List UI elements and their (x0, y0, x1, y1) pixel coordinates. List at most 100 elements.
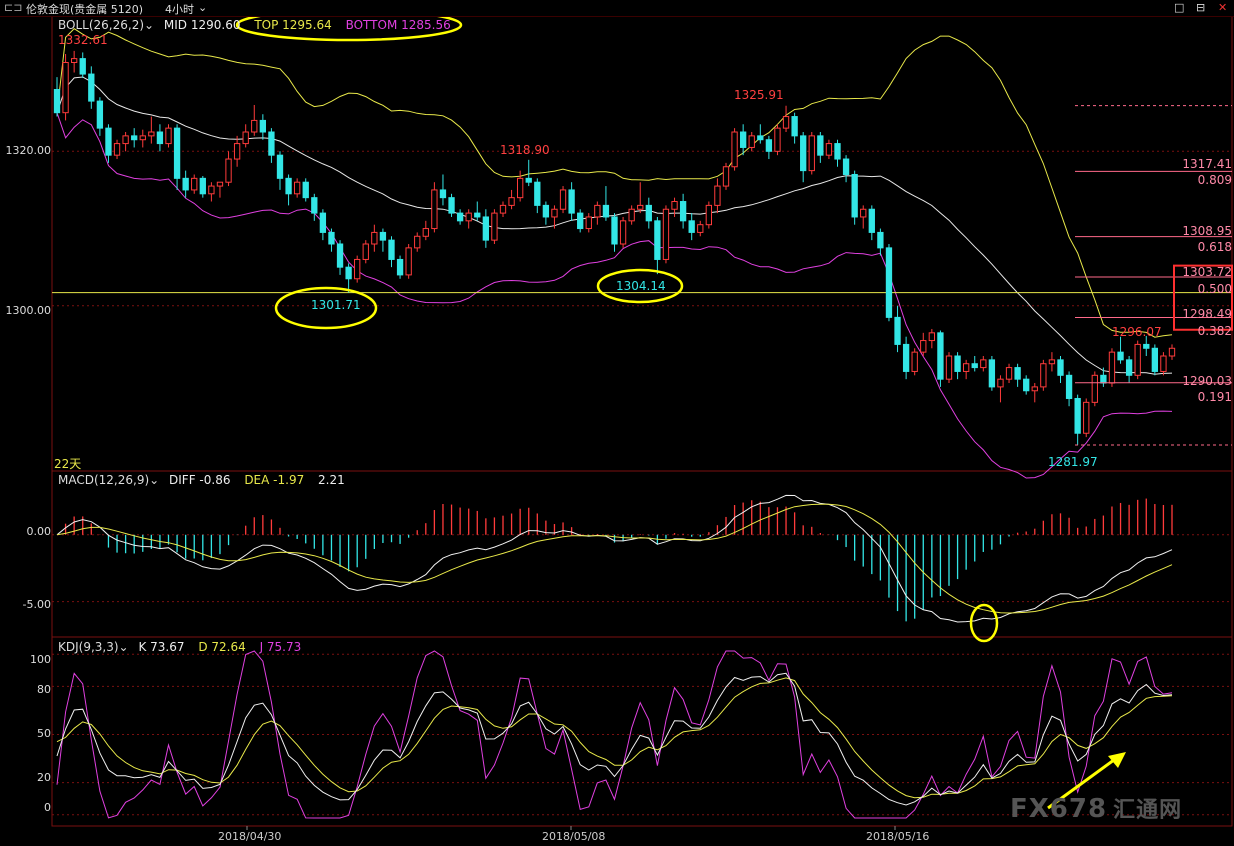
candle-body (1091, 374, 1098, 403)
candle-body (988, 359, 996, 388)
macd-dea-line (56, 503, 1173, 614)
restore-icon[interactable]: ⊟ (1196, 1, 1206, 14)
candle-body (1040, 363, 1047, 388)
kdj-d: D 72.64 (198, 640, 246, 654)
macd-diff-line (56, 494, 1173, 623)
candle-body (980, 359, 987, 369)
kdj-tick-0: 0 (44, 801, 51, 814)
candle-body (268, 131, 275, 156)
price-tick-1300: 1300.00 (5, 304, 52, 317)
candle-body (105, 127, 112, 156)
macd-name[interactable]: MACD(12,26,9) (58, 473, 150, 487)
candle-body (1074, 397, 1081, 434)
candle-body (131, 135, 138, 141)
candle-body (628, 208, 635, 222)
candle-body (156, 131, 164, 145)
candle-body (842, 158, 850, 175)
candle-body (1014, 367, 1021, 380)
macd-diff: DIFF -0.86 (169, 473, 231, 487)
candle-body (920, 340, 927, 353)
candle-body (568, 189, 575, 214)
period-selector[interactable]: 4小时 (165, 3, 194, 16)
close-icon[interactable]: ✕ (1218, 1, 1228, 14)
macd-dea: DEA -1.97 (244, 473, 305, 487)
candle-body (911, 351, 918, 372)
candle-body (722, 166, 730, 187)
kdj-tick-80: 80 (37, 683, 51, 696)
candle-body (645, 204, 652, 222)
candle-body (191, 177, 198, 191)
candle-body (499, 204, 507, 214)
candle-body (637, 204, 644, 210)
candle-body (551, 208, 558, 218)
candle-body (276, 154, 284, 179)
chevron-down-icon[interactable]: ⌄ (198, 1, 208, 14)
label-high-1: 1318.90 (500, 143, 550, 157)
candle-body (1065, 374, 1073, 399)
label-low-3: 1281.97 (1048, 455, 1098, 469)
kdj-header: KDJ(9,3,3)⌄ K 73.67 D 72.64 J 75.73 (58, 640, 311, 654)
maximize-icon[interactable]: □ (1174, 1, 1185, 14)
title-bar: ⊏⊐ 伦敦金现(贵金属 5120) 4小时 ⌄ □ ⊟ ✕ (0, 0, 1234, 17)
days-tag: 22天 (54, 457, 82, 471)
watermark: FX678 汇通网 (1010, 792, 1182, 824)
candle-body (456, 212, 464, 222)
instrument-title[interactable]: 伦敦金现(贵金属 5120) (26, 3, 144, 16)
kdj-name[interactable]: KDJ(9,3,3) (58, 640, 119, 654)
trend-arrow-shaft (1047, 755, 1119, 810)
label-low-1: 1301.71 (311, 298, 361, 312)
chevron-down-icon[interactable]: ⌄ (118, 640, 129, 654)
candle-body (602, 204, 610, 218)
candle-body (1143, 343, 1150, 349)
candle-body (70, 58, 78, 63)
date-tick-0516: 2018/05/16 (866, 830, 930, 843)
candle-body (782, 116, 790, 129)
candle-body (791, 116, 798, 137)
kdj-k-line (56, 672, 1173, 806)
candle-body (662, 208, 670, 260)
candle-body (122, 135, 129, 145)
candle-body (671, 201, 678, 210)
candle-body (954, 355, 961, 372)
candle-body (542, 204, 550, 218)
chevron-down-icon[interactable]: ⌄ (149, 473, 160, 487)
candle-body (928, 332, 936, 342)
candle-body (414, 235, 421, 249)
macd-tick-0: 0.00 (26, 525, 52, 538)
kdj-k: K 73.67 (138, 640, 185, 654)
candle-body (396, 258, 404, 276)
candle-body (293, 181, 301, 195)
fib-ratio-0191: 0.191 (1197, 390, 1232, 404)
candle-body (714, 185, 721, 206)
candle-body (1100, 374, 1107, 384)
candle-body (619, 220, 627, 245)
date-tick-0508: 2018/05/08 (542, 830, 606, 843)
candle-body (1005, 367, 1013, 380)
window-icon: ⊏⊐ (4, 1, 23, 14)
candle-body (148, 131, 155, 137)
boll-name[interactable]: BOLL(26,26,2) (58, 18, 145, 32)
candle-body (817, 135, 824, 156)
label-high-2: 1325.91 (734, 88, 784, 102)
candle-body (1151, 347, 1159, 372)
candle-body (516, 177, 524, 199)
candle-body (774, 127, 781, 152)
candle-body (1031, 386, 1038, 392)
watermark-brand: FX678 (1010, 794, 1108, 824)
chevron-down-icon[interactable]: ⌄ (144, 18, 155, 32)
candle-body (422, 228, 429, 237)
candle-body (834, 143, 841, 160)
candle-body (611, 216, 618, 245)
candle-body (285, 177, 292, 195)
kdj-tick-100: 100 (30, 653, 51, 666)
date-tick-0430: 2018/04/30 (218, 830, 282, 843)
candle-body (654, 220, 661, 260)
candle-body (851, 173, 858, 218)
boll-bottom: BOTTOM 1285.56 (345, 18, 451, 32)
boll-upper-line (56, 28, 1173, 338)
macd-value: 2.21 (318, 473, 345, 487)
fib-price-0618: 1308.95 (1182, 224, 1232, 238)
candle-body (902, 343, 910, 372)
candle-body (182, 177, 189, 191)
fib-price-0191: 1290.03 (1182, 374, 1232, 388)
